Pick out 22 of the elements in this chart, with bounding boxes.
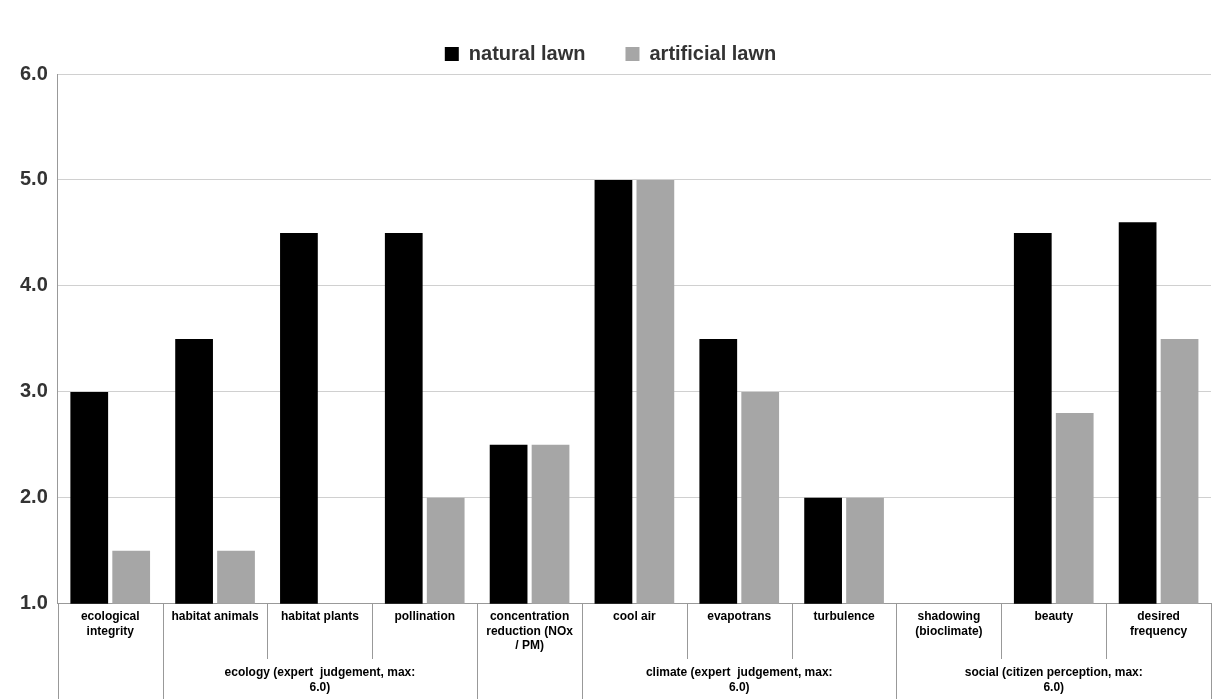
x-tick-label: habitat plants bbox=[280, 609, 360, 624]
annotation: climate (expert judgement, max: 6.0) bbox=[645, 665, 833, 695]
x-tick-label: shadowing (bioclimate) bbox=[915, 609, 983, 638]
legend-label: artificial lawn bbox=[649, 41, 777, 64]
x-tick-label: desired frequency bbox=[1129, 609, 1188, 638]
y-tick-label: 3.0 bbox=[19, 379, 48, 402]
y-tick-label: 2.0 bbox=[19, 485, 48, 508]
x-tick-label: turbulence bbox=[813, 609, 876, 624]
y-tick-label: 4.0 bbox=[19, 273, 48, 296]
annotation: ecology (expert judgement, max: 6.0) bbox=[224, 665, 416, 695]
x-tick-label: cool air bbox=[613, 609, 657, 624]
x-tick-label: evapotrans bbox=[707, 609, 772, 624]
annotation: social (citizen perception, max: 6.0) bbox=[964, 665, 1143, 695]
x-tick-label: ecological integrity bbox=[80, 609, 140, 638]
x-tick-label: beauty bbox=[1034, 609, 1074, 624]
y-tick-label: 1.0 bbox=[19, 591, 48, 614]
y-tick-label: 6.0 bbox=[19, 61, 48, 84]
x-tick-label: habitat animals bbox=[171, 609, 260, 624]
x-tick-label: pollination bbox=[394, 609, 456, 624]
x-tick-label: concentration reduction (NOx / PM) bbox=[486, 609, 574, 653]
y-tick-label: 5.0 bbox=[19, 167, 48, 190]
legend-label: natural lawn bbox=[468, 41, 586, 64]
